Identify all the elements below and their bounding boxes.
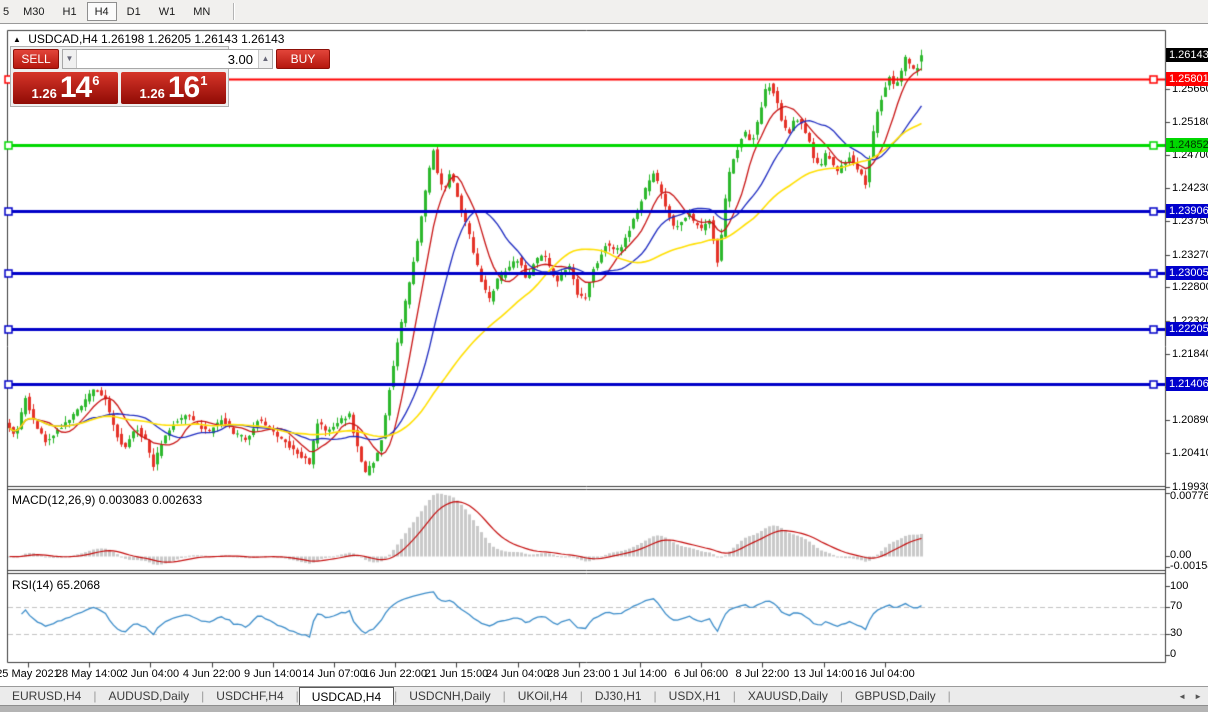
tab-separator: | [947,689,951,703]
timeframe-button-d1[interactable]: D1 [119,2,149,21]
buy-price-button[interactable]: 1.26 16 1 [121,72,226,104]
price-scale-tick: 1.19930 [1172,480,1208,493]
rsi-scale-30: 30 [1170,627,1183,639]
tab-separator: | [93,689,97,703]
time-axis-label: 4 Jun 22:00 [182,668,241,680]
collapse-panel-icon[interactable]: ▲ [13,35,21,44]
chart-symbol-period: USDCAD,H4 [28,32,98,46]
timeframe-button-5[interactable]: 5 [1,2,13,21]
chart-ohlc-values: 1.26198 1.26205 1.26143 1.26143 [100,32,285,46]
tab-scroll-arrows: ◄ ► [1178,687,1202,706]
time-axis-label: 24 Jun 04:00 [485,668,550,680]
buy-price-pip: 1 [200,73,208,88]
time-axis-label: 13 Jul 14:00 [793,668,854,680]
toolbar-separator [233,3,236,20]
macd-indicator-label: MACD(12,26,9) 0.003083 0.002633 [12,493,203,507]
tab-separator: | [502,689,506,703]
time-axis-label: 9 Jun 14:00 [244,668,302,680]
time-axis-label: 8 Jul 22:00 [735,668,790,680]
time-axis-label: 16 Jul 04:00 [854,668,915,680]
chart-tab-usdcad-h4[interactable]: USDCAD,H4 [298,687,395,706]
time-axis-label: 6 Jul 06:00 [674,668,729,680]
rsi-scale-100: 100 [1170,580,1189,592]
macd-scale-min: -0.001584 [1170,560,1208,572]
chart-tab-usdcnh-daily[interactable]: USDCNH,Daily [409,689,491,703]
time-axis-label: 28 May 14:00 [55,668,123,680]
macd-scale-max: 0.007765 [1170,490,1208,502]
sell-price-main: 14 [59,71,92,104]
price-scale-tick: 1.22800 [1172,281,1208,294]
tab-separator: | [653,689,657,703]
timeframe-button-m30[interactable]: M30 [15,2,52,21]
tab-separator: | [839,689,843,703]
timeframe-button-mn[interactable]: MN [185,2,218,21]
volume-control: ▼ ▲ [62,49,273,69]
price-scale-tick: 1.24230 [1172,182,1208,195]
tab-separator: | [295,689,299,703]
time-axis-label: 2 Jun 04:00 [121,668,180,680]
price-badge-1.23906: 1.23906 [1166,203,1208,218]
chevron-down-icon: ▼ [65,54,74,63]
timeframe-button-h4[interactable]: H4 [86,2,117,21]
timeframe-button-h1[interactable]: H1 [55,2,85,21]
price-badge-1.25801: 1.25801 [1166,72,1208,86]
chart-tab-xauusd-daily[interactable]: XAUUSD,Daily [747,689,828,703]
chart-tab-audusd-daily[interactable]: AUDUSD,Daily [108,689,190,703]
time-axis-label: 1 Jul 14:00 [613,668,667,680]
timeframe-button-w1[interactable]: W1 [151,2,184,21]
rsi-scale-0: 0 [1170,648,1177,660]
price-badge-1.26143: 1.26143 [1166,48,1208,63]
buy-price-main: 16 [167,71,200,104]
price-scale-tick: 1.23270 [1172,248,1208,261]
macd-scale-zero: 0.00 [1170,549,1192,561]
time-axis-label: 28 Jun 23:00 [546,668,611,680]
sell-price-prefix: 1.26 [31,86,57,101]
price-scale-tick: 1.25180 [1172,116,1208,129]
chart-header: ▲ USDCAD,H4 1.26198 1.26205 1.26143 1.26… [13,32,284,46]
buy-price-prefix: 1.26 [139,86,165,101]
sell-price-button[interactable]: 1.26 14 6 [13,72,118,104]
tab-separator: | [579,689,583,703]
tab-scroll-left-icon[interactable]: ◄ [1178,692,1187,701]
price-badge-1.21406: 1.21406 [1166,377,1208,392]
price-scale-tick: 1.24700 [1172,149,1208,162]
sell-price-pip: 6 [92,73,100,88]
time-axis-label: 16 Jun 22:00 [363,668,427,680]
tab-separator: | [732,689,736,703]
one-click-trading-panel: SELL ▼ ▲ BUY 1.26 14 6 1.26 16 1 [10,46,330,107]
timeframe-toolbar: 5 M30 H1 H4 D1 W1 MN [0,0,1208,24]
sell-button[interactable]: SELL [13,49,59,69]
price-scale-tick: 1.23750 [1172,215,1208,228]
price-badge-1.23005: 1.23005 [1166,266,1208,281]
time-axis-label: 14 Jun 07:00 [302,668,366,680]
volume-input[interactable] [77,50,258,68]
chart-tab-usdchf-h4[interactable]: USDCHF,H4 [216,689,284,703]
price-scale-tick: 1.20410 [1172,447,1208,460]
volume-decrease-button[interactable]: ▼ [63,50,77,68]
chart-tab-eurusd-h4[interactable]: EURUSD,H4 [12,689,82,703]
chart-tab-usdx-h1[interactable]: USDX,H1 [668,689,721,703]
price-badge-1.22205: 1.22205 [1166,321,1208,336]
window-bottom-strip [0,705,1208,712]
price-scale-tick: 1.20890 [1172,414,1208,427]
chart-tab-ukoil-h4[interactable]: UKOil,H4 [517,689,568,703]
buy-button[interactable]: BUY [276,49,330,69]
chevron-up-icon: ▲ [261,54,270,63]
chart-tab-dj30-h1[interactable]: DJ30,H1 [594,689,642,703]
price-scale-tick: 1.21840 [1172,348,1208,361]
price-badge-1.24852: 1.24852 [1166,137,1208,152]
chart-tab-gbpusd-daily[interactable]: GBPUSD,Daily [854,689,936,703]
chart-tab-bar: EURUSD,H4 | AUDUSD,Daily | USDCHF,H4 | USDCAD,… [0,686,1208,706]
tab-scroll-right-icon[interactable]: ► [1194,692,1202,701]
rsi-scale-70: 70 [1170,600,1183,612]
tab-separator: | [394,689,398,703]
rsi-indicator-label: RSI(14) 65.2068 [12,578,101,592]
tab-separator: | [201,689,205,703]
volume-increase-button[interactable]: ▲ [258,50,272,68]
time-axis-label: 25 May 2021 [0,668,60,680]
time-axis-label: 21 Jun 15:00 [424,668,489,680]
